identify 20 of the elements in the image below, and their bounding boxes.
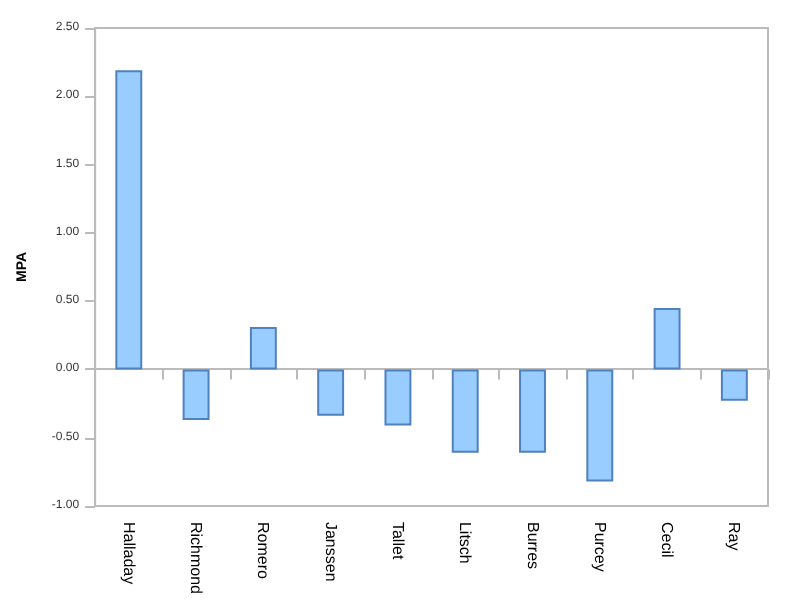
x-tick-label: Cecil bbox=[658, 521, 677, 558]
x-tick-label: Purcey bbox=[590, 521, 609, 572]
bar bbox=[249, 327, 277, 370]
bar bbox=[317, 369, 345, 416]
x-tick-label: Burres bbox=[523, 521, 542, 570]
bar bbox=[182, 369, 210, 420]
x-tick-label: Litsch bbox=[456, 521, 475, 564]
bar bbox=[451, 369, 479, 453]
x-tick-label: Romero bbox=[254, 521, 273, 580]
bar bbox=[519, 369, 546, 453]
bar bbox=[720, 369, 748, 401]
x-tick-label: Halladay bbox=[119, 521, 138, 585]
x-tick-label: Tallet bbox=[388, 521, 407, 561]
bar bbox=[384, 369, 412, 426]
bar bbox=[586, 369, 614, 482]
bar bbox=[115, 70, 143, 370]
x-tick-label: Ray bbox=[725, 521, 744, 551]
x-tick-label: Janssen bbox=[321, 521, 340, 582]
x-tick-label: Richmond bbox=[187, 521, 206, 594]
bar bbox=[653, 307, 681, 370]
